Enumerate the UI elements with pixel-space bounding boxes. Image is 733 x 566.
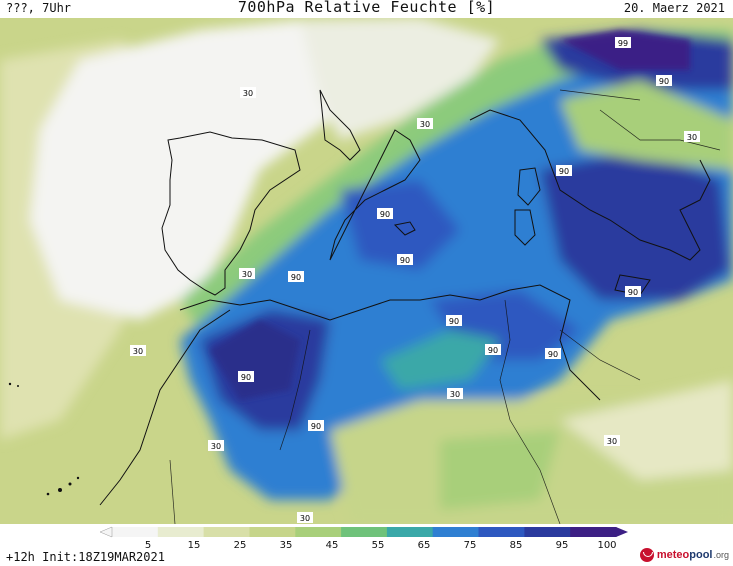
colorbar-tick: 35 <box>279 540 293 551</box>
colorbar-block <box>112 527 159 537</box>
colorbar-block <box>386 527 434 537</box>
location-time-label: ???, 7Uhr <box>6 1 72 15</box>
contour-label-text: 30 <box>420 120 430 129</box>
contour-label: 30 <box>684 131 700 142</box>
contour-label: 90 <box>377 208 393 219</box>
colorbar-tick: 85 <box>509 540 523 551</box>
contour-label: 90 <box>238 371 254 382</box>
run-info: +12h Init:18Z19MAR2021 <box>6 550 165 564</box>
contour-label-text: 99 <box>618 39 628 48</box>
contour-label-text: 30 <box>687 133 697 142</box>
colorbar-block <box>341 527 388 537</box>
moist-core <box>210 30 690 400</box>
humidity-map-svg: 99 90 30 30 30 90 90 90 90 90 90 30 30 9… <box>0 18 733 524</box>
colorbar-tick: 55 <box>371 540 385 551</box>
contour-label: 90 <box>397 254 413 265</box>
contour-label: 30 <box>297 512 313 523</box>
map-header: ???, 7Uhr 700hPa Relative Feuchte [%] 20… <box>0 0 733 18</box>
colorbar-right-arrow <box>616 527 628 537</box>
contour-label: 30 <box>208 440 224 451</box>
contour-label-text: 90 <box>488 346 498 355</box>
contour-label: 30 <box>428 236 444 247</box>
contour-label-text: 30 <box>300 514 310 523</box>
contour-label: 30 <box>130 345 146 356</box>
brand-text-meteo: meteo <box>656 549 690 561</box>
colorbar-block <box>478 527 525 537</box>
contour-label-text: 30 <box>133 347 143 356</box>
brand-text-pool: pool <box>689 549 713 561</box>
contour-label: 30 <box>240 87 256 98</box>
contour-label-text: 90 <box>380 210 390 219</box>
colorbar-tick: 45 <box>325 540 339 551</box>
contour-label-text: 30 <box>243 89 253 98</box>
contour-label: 30 <box>417 118 433 129</box>
colorbar-block <box>570 527 617 537</box>
meteopool-icon <box>639 548 654 562</box>
colorbar <box>99 526 628 538</box>
colorbar-blocks <box>112 527 617 537</box>
contour-label: 90 <box>656 75 672 86</box>
contour-label: 90 <box>446 315 462 326</box>
contour-label: 30 <box>239 268 255 279</box>
colorbar-tick: 25 <box>233 540 247 551</box>
contour-label: 90 <box>556 165 572 176</box>
colorbar-ticks: 5 15 25 35 45 55 65 75 85 95 100 <box>0 540 733 552</box>
colorbar-tick: 15 <box>187 540 201 551</box>
colorbar-tick: 75 <box>463 540 477 551</box>
contour-label: 30 <box>447 388 463 399</box>
colorbar-block <box>157 527 205 537</box>
contour-labels: 99 90 30 30 30 90 90 90 90 90 90 30 30 9… <box>130 37 700 523</box>
borders <box>169 89 721 524</box>
contour-label: 30 <box>604 435 620 446</box>
colorbar-block <box>203 527 250 537</box>
contour-label-text: 30 <box>607 437 617 446</box>
date-label: 20. Maerz 2021 <box>623 1 725 15</box>
colorbar-tick: 100 <box>597 540 617 551</box>
contour-label-text: 90 <box>659 77 669 86</box>
contour-label-text: 90 <box>449 317 459 326</box>
contour-label-text: 30 <box>450 390 460 399</box>
contour-label: 90 <box>308 420 324 431</box>
contour-label-text: 90 <box>400 256 410 265</box>
contour-label: 90 <box>625 286 641 297</box>
contour-label-text: 90 <box>548 350 558 359</box>
coastlines <box>99 89 711 506</box>
colorbar-block <box>524 527 571 537</box>
humidity-map: 99 90 30 30 30 90 90 90 90 90 90 30 30 9… <box>0 18 733 524</box>
colorbar-tick: 95 <box>555 540 569 551</box>
contour-label: 90 <box>288 271 304 282</box>
contour-label-text: 90 <box>628 288 638 297</box>
colorbar-tick: 65 <box>417 540 431 551</box>
colorbar-block <box>249 527 296 537</box>
contour-label-text: 90 <box>311 422 321 431</box>
map-title: 700hPa Relative Feuchte [%] <box>237 0 496 16</box>
contour-label: 99 <box>615 37 631 48</box>
colorbar-block <box>295 527 342 537</box>
brand-text-domain: .org <box>713 550 729 560</box>
colorbar-block <box>432 527 479 537</box>
map-footer: 5 15 25 35 45 55 65 75 85 95 100 +12h In… <box>0 524 733 566</box>
contour-label-text: 30 <box>211 442 221 451</box>
islands <box>8 382 80 496</box>
contour-label-text: 90 <box>559 167 569 176</box>
brand-logo[interactable]: meteo pool .org <box>639 548 729 562</box>
contour-label-text: 90 <box>241 373 251 382</box>
contour-label: 90 <box>485 344 501 355</box>
colorbar-left-arrow <box>99 526 113 538</box>
colorbar-tick: 5 <box>144 540 152 551</box>
contour-label-text: 30 <box>242 270 252 279</box>
contour-label-text: 90 <box>291 273 301 282</box>
contour-label: 90 <box>545 348 561 359</box>
